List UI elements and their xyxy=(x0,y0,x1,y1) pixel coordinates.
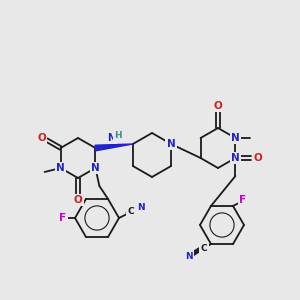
Polygon shape xyxy=(95,144,133,151)
Text: N: N xyxy=(185,252,193,261)
Text: O: O xyxy=(74,195,82,205)
Text: N: N xyxy=(231,133,240,143)
Text: O: O xyxy=(214,101,222,111)
Text: H: H xyxy=(114,131,122,140)
Text: C: C xyxy=(128,208,134,217)
Text: N: N xyxy=(137,202,145,211)
Text: N: N xyxy=(107,133,115,143)
Text: C: C xyxy=(201,244,207,253)
Text: F: F xyxy=(239,195,247,205)
Text: N: N xyxy=(91,163,100,173)
Text: N: N xyxy=(56,163,65,173)
Text: O: O xyxy=(253,153,262,163)
Text: N: N xyxy=(231,153,240,163)
Text: F: F xyxy=(59,213,67,223)
Text: N: N xyxy=(167,139,176,149)
Text: O: O xyxy=(37,133,46,143)
